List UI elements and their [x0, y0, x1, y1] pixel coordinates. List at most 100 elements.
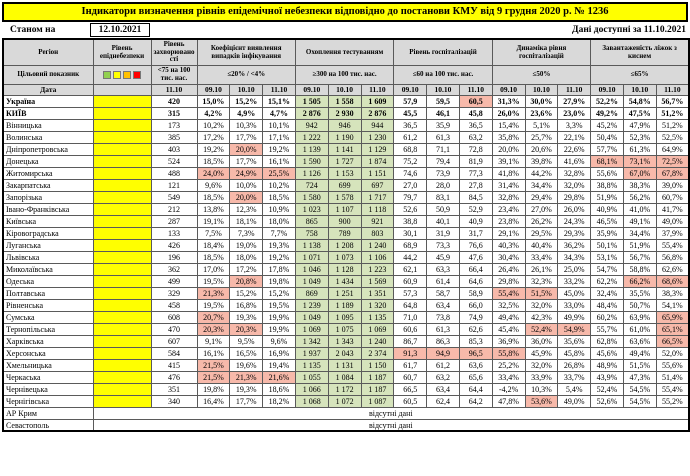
group-header-hospitalization: Рівень госпіталізацій [393, 38, 493, 67]
target-testing: ≥300 на 100 тис. нас. [294, 65, 395, 85]
value-cell: 50,7% [622, 298, 657, 312]
value-cell: 52,2% [590, 94, 624, 108]
legend-red-swatch [133, 70, 141, 79]
as-of-label: Станом на [10, 25, 56, 36]
group-header-detection: Коефіцієнт виявлення випадків інфікуванн… [196, 38, 296, 67]
no-data-cell: відсутні дані [92, 406, 690, 420]
value-cell: 36,0% [524, 334, 559, 348]
value-cell: 62,4 [426, 394, 460, 408]
value-cell: 50,9 [426, 202, 460, 216]
value-cell: 20,0% [229, 190, 264, 204]
table-row: Харківська 607 9,1% 9,5% 9,6% 1 342 1 343 1 240… [2, 334, 690, 348]
value-cell: 19,9% [262, 322, 296, 336]
value-cell: 86,3 [426, 334, 460, 348]
value-cell: 19,8% [262, 274, 296, 288]
epidemic-level-cell [92, 322, 152, 336]
value-cell: 39,0% [655, 178, 690, 192]
target-hospitalization: ≤60 на 100 тис. нас. [393, 65, 493, 85]
table-row: Дніпропетровська 403 19,2% 20,0% 19,2% 1 139 1… [2, 142, 690, 156]
value-cell: 17,7% [229, 130, 264, 144]
value-cell: 19,4% [262, 358, 296, 372]
value-cell: 43,9% [590, 370, 624, 384]
region-name: Кіровоградська [2, 226, 94, 240]
value-cell: 29,3% [557, 226, 592, 240]
value-cell: 1 095 [327, 310, 362, 324]
value-cell: 1 071 [294, 250, 329, 264]
value-cell: 1 189 [327, 298, 362, 312]
value-cell: 1 087 [360, 394, 395, 408]
value-cell: 426 [150, 238, 198, 252]
region-name: Чернігівська [2, 394, 94, 408]
value-cell: 34,4% [524, 178, 559, 192]
value-cell: 1 135 [360, 310, 395, 324]
value-cell: 44,2% [524, 166, 559, 180]
value-cell: 56,8% [655, 250, 690, 264]
value-cell: 41,7% [655, 202, 690, 216]
value-cell: 1 069 [294, 322, 329, 336]
value-cell: 56,7% [655, 94, 690, 108]
value-cell: 17,1% [262, 130, 296, 144]
value-cell: 73,8 [426, 310, 460, 324]
region-name: Рівненська [2, 298, 94, 312]
value-cell: 1 434 [327, 274, 362, 288]
value-cell: 54,1% [655, 298, 690, 312]
value-cell: 35,5% [622, 286, 657, 300]
value-cell: 63,4 [426, 382, 460, 396]
table-row: Закарпатська 121 9,6% 10,0% 10,2% 724 699 697 27… [2, 178, 690, 192]
value-cell: 73,9 [426, 166, 460, 180]
value-cell: 53,6% [524, 394, 559, 408]
epidemic-level-cell [92, 238, 152, 252]
value-cell: 68,8 [393, 142, 428, 156]
value-cell: 1 727 [327, 154, 362, 168]
value-cell: 55,2% [655, 394, 690, 408]
value-cell: 16,9% [262, 346, 296, 360]
value-cell: 1 153 [327, 166, 362, 180]
value-cell: 50,1% [590, 238, 624, 252]
value-cell: 23,8% [491, 214, 526, 228]
value-cell: 45,2% [590, 118, 624, 132]
value-cell: 29,8% [491, 274, 526, 288]
value-cell: 942 [294, 118, 329, 132]
value-cell: 1 251 [327, 286, 362, 300]
value-cell: 19,3% [229, 382, 264, 396]
value-cell: 18,5% [196, 154, 231, 168]
value-cell: 72,8 [458, 142, 493, 156]
value-cell: 60,6 [393, 322, 428, 336]
value-cell: 18,0% [229, 250, 264, 264]
value-cell: 50,4% [590, 130, 624, 144]
value-cell: 17,2% [229, 262, 264, 276]
value-cell: 5,4% [557, 382, 592, 396]
value-cell: 29,5% [524, 226, 559, 240]
value-cell: 17,7% [229, 394, 264, 408]
date-cell: 11.10 [360, 83, 395, 96]
value-cell: 53,1% [590, 250, 624, 264]
value-cell: 1 138 [294, 238, 329, 252]
level-legend [92, 65, 152, 85]
value-cell: 1 118 [360, 202, 395, 216]
value-cell: 26,4% [491, 262, 526, 276]
subheader-row: Станом на 12.10.2021 Дані доступні за 11… [2, 23, 688, 38]
value-cell: 1 084 [327, 370, 362, 384]
value-cell: 39,8% [524, 154, 559, 168]
value-cell: 212 [150, 202, 198, 216]
value-cell: 68,6% [655, 274, 690, 288]
value-cell: 26,1% [524, 262, 559, 276]
value-cell: 20,0% [229, 142, 264, 156]
value-cell: 41,6% [557, 154, 592, 168]
data-available-label: Дані доступні за 11.10.2021 [572, 25, 686, 36]
value-cell: 65,9% [655, 310, 690, 324]
value-cell: 1 046 [294, 262, 329, 276]
value-cell: 10,9% [262, 202, 296, 216]
date-cell: 10.10 [229, 83, 264, 96]
value-cell: 91,3 [393, 346, 428, 360]
value-cell: 54,5% [622, 382, 657, 396]
value-cell: 35,6% [557, 334, 592, 348]
value-cell: 61,3% [622, 142, 657, 156]
value-cell: 133 [150, 226, 198, 240]
value-cell: 21,6% [262, 370, 296, 384]
date-cell: 09.10 [491, 83, 526, 96]
value-cell: 196 [150, 250, 198, 264]
value-cell: 63,2 [458, 130, 493, 144]
region-name: Дніпропетровська [2, 142, 94, 156]
value-cell: 758 [294, 226, 329, 240]
